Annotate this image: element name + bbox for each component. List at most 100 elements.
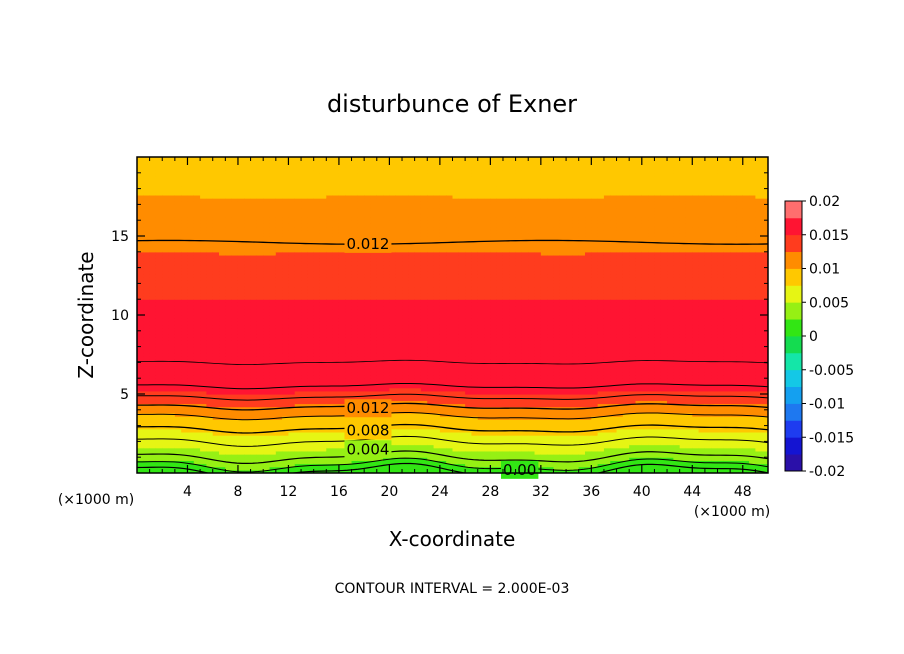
contour-cell xyxy=(206,365,214,370)
contour-cell xyxy=(231,400,239,405)
contour-cell xyxy=(168,406,176,411)
contour-cell xyxy=(256,258,264,262)
contour-cell xyxy=(307,213,315,218)
contour-cell xyxy=(143,245,151,250)
contour-cell xyxy=(219,403,226,408)
contour-cell xyxy=(155,220,163,224)
contour-cell xyxy=(250,457,258,461)
contour-cell xyxy=(200,333,208,338)
contour-cell xyxy=(244,188,252,193)
contour-cell xyxy=(282,438,290,442)
contour-cell xyxy=(395,378,403,382)
contour-cell xyxy=(168,254,176,259)
contour-cell xyxy=(187,352,195,357)
contour-cell xyxy=(402,460,409,465)
contour-cell xyxy=(282,400,290,405)
contour-cell xyxy=(181,368,189,373)
contour-cell xyxy=(395,346,403,351)
contour-cell xyxy=(389,397,397,401)
contour-cell xyxy=(162,356,170,360)
contour-cell xyxy=(237,201,245,205)
contour-cell xyxy=(143,340,151,345)
contour-cell xyxy=(376,438,384,442)
contour-cell xyxy=(149,226,157,231)
contour-cell xyxy=(294,270,302,275)
contour-cell xyxy=(338,352,346,357)
contour-cell xyxy=(376,349,384,354)
contour-cell xyxy=(383,254,390,259)
contour-cell xyxy=(357,204,365,209)
contour-cell xyxy=(187,172,195,177)
contour-cell xyxy=(326,185,334,190)
contour-cell xyxy=(174,390,182,395)
contour-cell xyxy=(282,179,290,183)
contour-cell xyxy=(200,289,208,294)
contour-cell xyxy=(168,384,176,389)
contour-cell xyxy=(408,220,416,224)
contour-cell xyxy=(206,333,214,338)
contour-cell xyxy=(332,264,340,269)
contour-cell xyxy=(351,204,359,209)
contour-cell xyxy=(414,412,422,417)
contour-cell xyxy=(275,217,283,221)
contour-cell xyxy=(338,333,346,338)
contour-cell xyxy=(364,204,372,209)
contour-cell xyxy=(389,333,397,338)
contour-cell xyxy=(364,220,372,224)
contour-cell xyxy=(345,229,353,234)
contour-cell xyxy=(288,454,296,458)
contour-cell xyxy=(244,223,252,228)
contour-cell xyxy=(376,416,384,420)
contour-cell xyxy=(162,179,170,183)
contour-cell xyxy=(237,343,245,348)
contour-cell xyxy=(395,327,403,332)
contour-cell xyxy=(408,431,416,436)
contour-cell xyxy=(244,166,252,171)
contour-cell xyxy=(301,182,308,187)
contour-cell xyxy=(237,346,245,351)
contour-cell xyxy=(237,378,245,382)
contour-cell xyxy=(294,381,302,386)
contour-cell xyxy=(237,182,245,187)
contour-cell xyxy=(383,289,390,294)
contour-cell xyxy=(155,460,163,465)
contour-cell xyxy=(206,292,214,297)
contour-cell xyxy=(143,175,151,180)
contour-cell xyxy=(250,292,258,297)
contour-cell xyxy=(395,172,403,177)
contour-cell xyxy=(143,292,151,297)
contour-cell xyxy=(313,188,321,193)
contour-cell xyxy=(231,226,239,231)
contour-cell xyxy=(414,251,422,256)
contour-cell xyxy=(307,375,315,379)
contour-cell xyxy=(231,175,239,180)
contour-cell xyxy=(275,169,283,174)
contour-cell xyxy=(200,157,208,161)
contour-cell xyxy=(256,280,264,284)
contour-cell xyxy=(319,302,327,307)
contour-cell xyxy=(212,251,220,256)
contour-cell xyxy=(338,359,346,363)
contour-cell xyxy=(206,330,214,335)
contour-cell xyxy=(225,163,233,168)
contour-cell xyxy=(364,232,372,237)
contour-cell xyxy=(351,349,359,354)
contour-cell xyxy=(326,198,334,202)
contour-cell xyxy=(338,239,346,243)
contour-cell xyxy=(225,223,233,228)
contour-cell xyxy=(244,210,252,215)
contour-cell xyxy=(389,220,397,224)
contour-cell xyxy=(389,185,397,190)
contour-cell xyxy=(256,251,264,256)
contour-cell xyxy=(137,204,144,209)
contour-cell xyxy=(200,236,208,240)
contour-cell xyxy=(345,226,353,231)
contour-cell xyxy=(187,292,195,297)
contour-cell xyxy=(408,179,416,183)
contour-cell xyxy=(263,179,271,183)
contour-cell xyxy=(345,254,353,259)
contour-cell xyxy=(168,251,176,256)
contour-cell xyxy=(288,226,296,231)
contour-cell xyxy=(174,160,182,164)
contour-cell xyxy=(250,463,258,468)
